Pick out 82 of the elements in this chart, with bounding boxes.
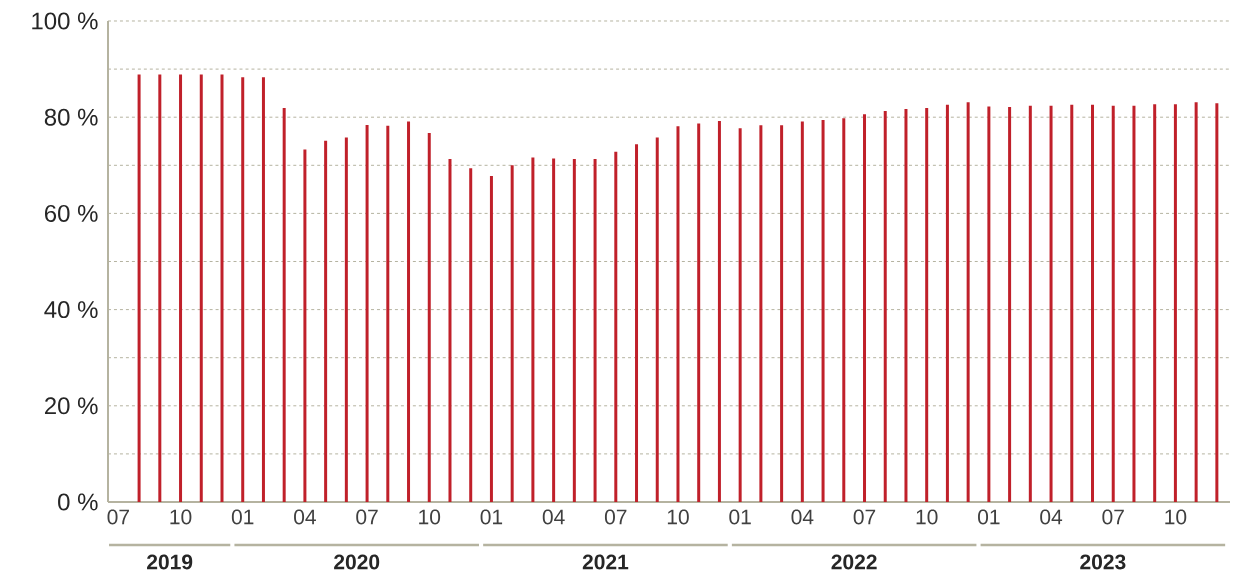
bar (1215, 103, 1219, 502)
x-tick-label: 10 (170, 509, 192, 525)
bar (282, 108, 286, 502)
bar (220, 74, 224, 502)
text: 2019 (147, 554, 193, 570)
bar (489, 175, 493, 502)
bar (904, 109, 908, 502)
bar (800, 121, 804, 502)
bar (738, 128, 742, 502)
x-tick-label: 07 (1102, 509, 1124, 525)
bar (655, 137, 659, 502)
y-tick-label: 40 % (44, 301, 98, 319)
bar (863, 114, 867, 502)
bar (407, 121, 411, 502)
bar (365, 124, 369, 502)
bar (552, 158, 556, 502)
x-tick-label: 07 (604, 509, 627, 525)
bar (614, 151, 618, 502)
text: 2021 (582, 554, 629, 570)
bar (1132, 105, 1136, 502)
y-tick-label: 0 % (58, 493, 98, 511)
bar (158, 74, 162, 502)
bar (925, 108, 929, 502)
bar (1111, 105, 1115, 502)
bar (199, 74, 203, 502)
bar (1049, 105, 1053, 502)
x-tick-label: 07 (356, 509, 378, 525)
bar (448, 159, 452, 502)
text: 2023 (1080, 554, 1126, 570)
bar (1091, 104, 1094, 502)
bar (697, 123, 701, 502)
x-tick-label: 10 (667, 509, 689, 525)
x-tick-label: 01 (729, 509, 751, 525)
bar (635, 144, 639, 502)
bar (531, 157, 535, 502)
y-tick-label: 100 % (32, 12, 98, 30)
bar (842, 118, 846, 502)
x-tick-label: 01 (231, 509, 254, 525)
bar (987, 106, 991, 502)
bar (821, 120, 825, 502)
bar (780, 125, 784, 502)
x-tick-label: 07 (107, 509, 129, 525)
bar (241, 77, 245, 502)
x-tick-label: 10 (419, 509, 441, 525)
x-tick-label: 01 (978, 509, 1000, 525)
bar (469, 168, 473, 502)
bar (1173, 104, 1177, 502)
bar (676, 126, 680, 502)
x-tick-label: 04 (1040, 509, 1063, 525)
bar (344, 137, 348, 502)
y-tick-label: 60 % (44, 204, 98, 222)
x-tick-label: 04 (294, 509, 316, 525)
bar (179, 74, 183, 502)
bar (427, 133, 431, 502)
bar (510, 165, 514, 502)
bar (883, 110, 887, 502)
bar (1070, 104, 1074, 502)
text: 2020 (334, 554, 380, 570)
bar (1153, 104, 1157, 502)
bar (137, 74, 141, 502)
bar (593, 159, 597, 502)
x-tick-label: 04 (542, 509, 565, 525)
bar (386, 125, 390, 502)
x-tick-label: 01 (480, 509, 503, 525)
bar (324, 140, 328, 502)
bar (572, 159, 576, 502)
y-tick-label: 20 % (44, 397, 98, 415)
x-tick-label: 10 (916, 509, 938, 525)
x-tick-label: 10 (1165, 509, 1187, 525)
y-tick-label: 80 % (44, 108, 98, 126)
bar (261, 77, 265, 502)
x-tick-label: 04 (791, 509, 814, 525)
text: 2022 (831, 554, 877, 570)
bar (966, 102, 970, 502)
bar (1008, 107, 1012, 502)
bar (759, 125, 763, 502)
bar (945, 104, 949, 502)
bar (1194, 102, 1198, 502)
bar (717, 121, 721, 502)
bar (1028, 105, 1032, 502)
bar (303, 149, 307, 502)
x-tick-label: 07 (853, 509, 876, 525)
